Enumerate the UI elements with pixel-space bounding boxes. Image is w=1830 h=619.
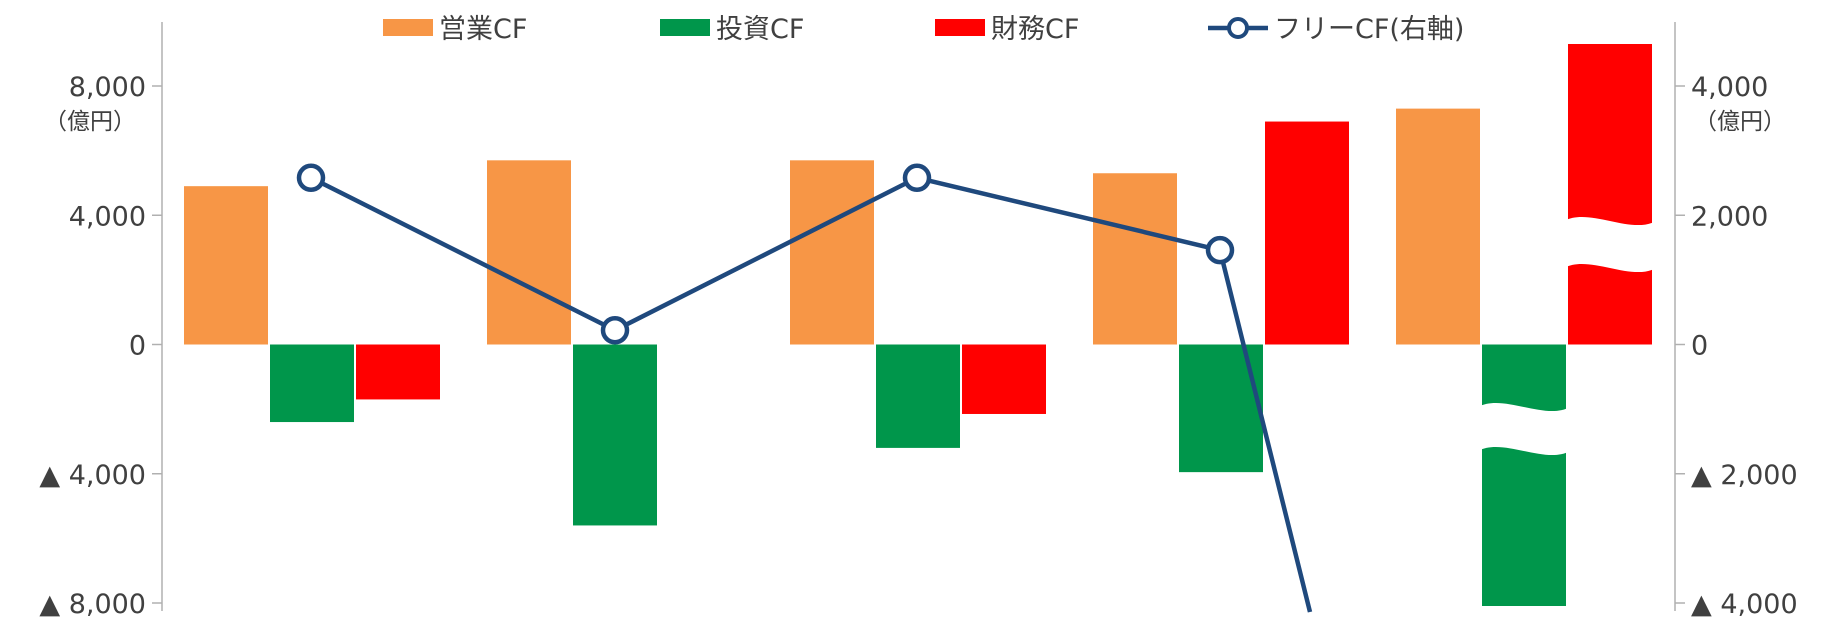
axis-breaks [1478,216,1656,456]
bar-1-3 [790,160,874,345]
left-axis-unit: （億円） [44,109,136,135]
legend-swatch-1 [383,19,433,36]
left-tick-label: 0 [129,331,146,362]
free-cf-point-3 [902,163,932,193]
legend-label-4: フリーCF(右軸) [1274,14,1464,45]
legend-swatch-2 [660,19,710,36]
legend-swatch-3 [935,19,985,36]
legend: 営業CF 投資CF 財務CF フリーCF(右軸) [383,14,1464,45]
bars [184,43,1652,606]
free-cf-line [296,163,1313,613]
bar-2-1 [270,344,354,423]
legend-label-3: 財務CF [991,14,1079,45]
free-cf-point-4 [1205,235,1235,265]
bar-3-4 [1265,121,1349,345]
legend-marker-4 [1227,17,1249,39]
right-tick-label: 4,000 [1691,72,1768,103]
bar-1-2 [487,160,571,345]
left-tick-label: 8,000 [69,72,146,103]
axis-break-gap [1564,216,1656,273]
left-tick-label: ▲ 4,000 [39,460,146,491]
right-tick-label: ▲ 2,000 [1691,460,1798,491]
free-cf-point-1 [296,163,326,193]
bar-3-3 [962,344,1046,414]
left-tick-label: ▲ 8,000 [39,589,146,619]
right-tick-label: ▲ 4,000 [1691,589,1798,619]
right-axis-unit: （億円） [1694,109,1786,135]
legend-label-2: 投資CF [716,14,804,45]
bar-3-1 [356,344,440,400]
legend-label-1: 営業CF [439,14,527,45]
left-tick-label: 4,000 [69,201,146,232]
axes: 8,000 4,000 0 ▲ 4,000 ▲ 8,000 4,000 2,000 0 ▲ 2,… [39,22,1798,619]
axis-break-gap [1478,402,1570,456]
free-cf-point-2 [600,316,630,345]
bar-1-5 [1396,108,1480,345]
bar-1-4 [1093,173,1177,345]
bar-2-5 [1482,344,1566,606]
right-tick-label: 0 [1691,331,1708,362]
bar-1-1 [184,186,268,345]
bar-2-3 [876,344,960,448]
bar-3-5 [1568,43,1652,345]
bar-2-2 [573,344,657,526]
right-tick-label: 2,000 [1691,201,1768,232]
